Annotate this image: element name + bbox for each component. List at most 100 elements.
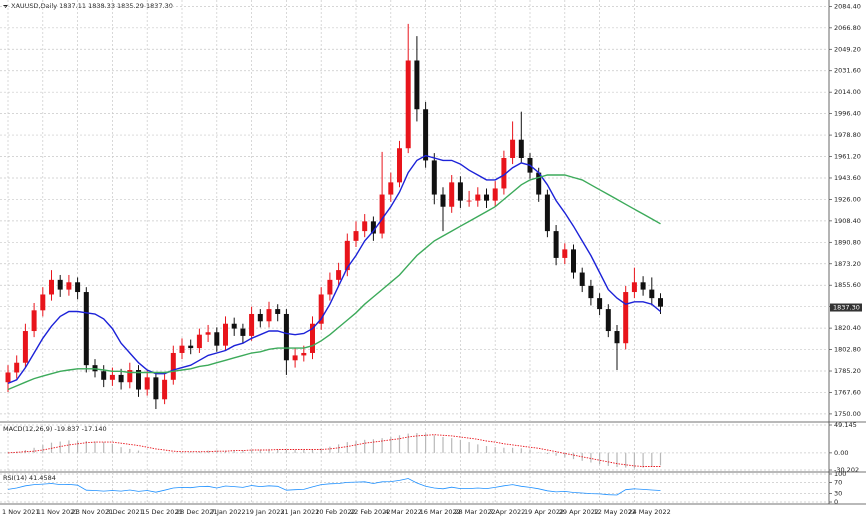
candle-body: [623, 292, 629, 344]
y-tick-label: 70: [834, 478, 842, 486]
y-tick-label: 1996.40: [834, 110, 861, 118]
candle-body: [101, 371, 107, 380]
candle-body: [327, 279, 333, 295]
candle-body: [136, 370, 141, 390]
candle-body: [492, 188, 498, 201]
candle-body: [640, 282, 646, 290]
x-tick-label: 28 Mar 2022: [454, 508, 495, 516]
y-tick-label: 1750.00: [834, 410, 861, 418]
candle-body: [544, 194, 550, 232]
x-tick-label: 11 Nov 2021: [37, 508, 79, 516]
x-tick-label: 15 Dec 2021: [141, 508, 183, 516]
candle-body: [597, 298, 603, 310]
candle-body: [571, 249, 576, 273]
candle-body: [431, 160, 437, 195]
x-tick-label: 24 May 2022: [628, 508, 670, 516]
candle-body: [379, 194, 385, 234]
candle-body: [484, 194, 489, 201]
candle-body: [109, 374, 115, 380]
x-tick-label: 19 Jan 2022: [246, 508, 285, 516]
candle-body: [170, 352, 176, 380]
price-tag-label: 1837.30: [833, 304, 860, 312]
candle-body: [275, 309, 281, 314]
x-tick-label: 31 Jan 2022: [280, 508, 319, 516]
candle-body: [466, 200, 472, 202]
candle-body: [414, 60, 420, 110]
candle-body: [562, 249, 568, 258]
candle-body: [214, 332, 220, 346]
candle-body: [257, 313, 263, 322]
candle-body: [266, 309, 272, 322]
y-tick-label: 1943.60: [834, 174, 861, 182]
candle-body: [588, 285, 594, 299]
y-tick-label: 2049.20: [834, 45, 861, 53]
y-tick-label: 1855.60: [834, 281, 861, 289]
candle-body: [397, 148, 402, 183]
candle-body: [31, 310, 37, 332]
candle-body: [614, 331, 620, 344]
x-tick-label: 23 Nov 2021: [72, 508, 114, 516]
candle-body: [510, 139, 516, 158]
indicator-label: RSI(14) 41.4584: [3, 474, 56, 482]
y-tick-label: 1767.60: [834, 388, 861, 396]
candle-body: [223, 323, 228, 346]
candle-body: [536, 172, 542, 195]
candle-body: [475, 194, 481, 201]
candle-body: [188, 345, 194, 349]
candle-body: [310, 323, 315, 353]
candle-body: [66, 282, 72, 290]
candle-body: [179, 345, 185, 353]
candle-body: [118, 374, 124, 383]
macd-signal: [7, 434, 661, 467]
moving-average: [7, 174, 661, 391]
candle-body: [240, 328, 246, 336]
y-tick-label: 2014.00: [834, 88, 861, 96]
candle-body: [457, 182, 463, 201]
candle-body: [57, 279, 63, 290]
x-tick-label: 28 Dec 2021: [176, 508, 218, 516]
y-tick-label: 2066.80: [834, 24, 861, 32]
y-tick-label: 1785.20: [834, 367, 861, 375]
candle-body: [205, 332, 211, 335]
y-tick-label: 0.00: [834, 449, 848, 457]
candle-body: [440, 194, 446, 207]
x-tick-label: 3 Dec 2021: [106, 508, 143, 516]
candle-body: [283, 313, 289, 361]
y-tick-label: 2084.40: [834, 2, 861, 10]
y-tick-label: 49.145: [834, 421, 857, 429]
y-tick-label: 1961.20: [834, 153, 861, 161]
candle-body: [153, 377, 159, 400]
x-tick-label: 4 Mar 2022: [385, 508, 422, 516]
x-tick-label: 19 Apr 2022: [524, 508, 564, 516]
y-tick-label: 1802.80: [834, 346, 861, 354]
candle-body: [292, 355, 298, 361]
candle-body: [362, 221, 368, 232]
candle-body: [22, 331, 28, 363]
x-tick-label: 22 Feb 2022: [350, 508, 390, 516]
x-tick-label: 12 May 2022: [594, 508, 636, 516]
candle-body: [649, 289, 655, 299]
y-tick-label: 100: [834, 470, 846, 478]
candle-body: [658, 298, 663, 307]
candle-body: [318, 294, 324, 324]
y-tick-label: 1908.40: [834, 217, 861, 225]
y-tick-label: 1873.20: [834, 260, 861, 268]
moving-average: [7, 154, 661, 385]
rsi-line: [7, 478, 661, 496]
candle-body: [631, 282, 637, 293]
x-tick-label: 7 Jan 2022: [211, 508, 246, 516]
candle-body: [49, 279, 54, 295]
y-tick-label: 30: [834, 490, 842, 498]
candle-body: [423, 109, 429, 161]
candle-body: [553, 231, 559, 258]
candle-body: [249, 313, 255, 336]
candle-body: [388, 182, 394, 195]
x-tick-label: 16 Mar 2022: [420, 508, 461, 516]
x-tick-label: 7 Apr 2022: [489, 508, 525, 516]
candle-body: [344, 240, 350, 271]
y-tick-label: 1978.80: [834, 131, 861, 139]
y-tick-label: -30.202: [834, 466, 859, 474]
candle-body: [127, 370, 133, 383]
